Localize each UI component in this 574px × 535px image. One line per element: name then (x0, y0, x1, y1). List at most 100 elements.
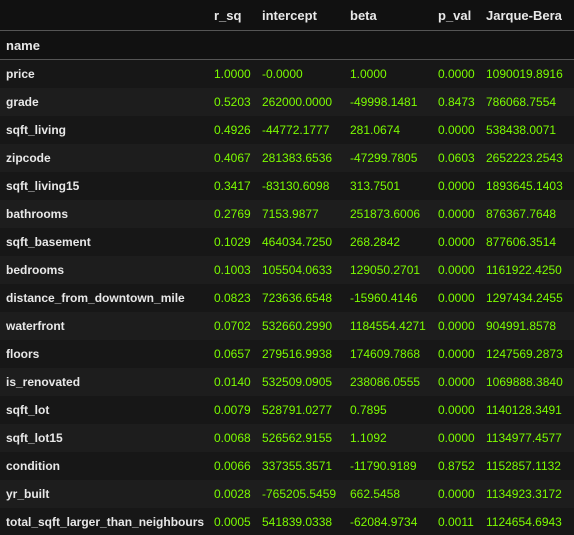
table-cell: 0.4067 (214, 150, 251, 165)
table-cell: 876367.7648 (486, 206, 557, 221)
table-row: yr_built 0.0028 -765205.5459 662.5458 0.0000… (0, 479, 574, 508)
table-cell: 0.8752 (438, 458, 475, 473)
table-cell: 262000.0000 (262, 94, 333, 109)
index-header-blank (434, 30, 482, 60)
table-cell: -47299.7805 (350, 150, 418, 165)
table-row: price 1.0000 -0.0000 1.0000 0.0000 1090019.89… (0, 59, 574, 88)
table-cell: -0.0000 (262, 66, 303, 81)
row-label: floors (6, 346, 40, 361)
table-cell: 0.0005 (214, 514, 251, 529)
row-label: bathrooms (6, 206, 69, 221)
table-cell: 0.0000 (438, 290, 475, 305)
index-header-blank (210, 30, 258, 60)
table-cell: 662.5458 (350, 486, 401, 501)
table-cell: 541839.0338 (262, 514, 333, 529)
table-cell: 0.1003 (214, 262, 251, 277)
table-cell: 0.0702 (214, 318, 251, 333)
column-header-jarque-bera: Jarque-Bera (482, 0, 574, 31)
table-cell: -44772.1777 (262, 122, 330, 137)
row-label: waterfront (6, 318, 65, 333)
table-row: total_sqft_larger_than_neighbours 0.0005 5… (0, 507, 574, 535)
table-row: distance_from_downtown_mile 0.0823 723636.… (0, 283, 574, 312)
table-row: floors 0.0657 279516.9938 174609.7868 0.0000… (0, 339, 574, 368)
table-row: bedrooms 0.1003 105504.0633 129050.2701 0.00… (0, 255, 574, 284)
table-cell: 2652223.2543 (486, 150, 563, 165)
table-cell: 1.0000 (350, 66, 387, 81)
index-header-blank (258, 30, 346, 60)
table-cell: 0.0000 (438, 430, 475, 445)
table-row: is_renovated 0.0140 532509.0905 238086.0555… (0, 367, 574, 396)
table-row: sqft_living15 0.3417 -83130.6098 313.7501 0.… (0, 171, 574, 200)
table-row: sqft_lot15 0.0068 526562.9155 1.1092 0.0000 1… (0, 423, 574, 452)
column-header-p-val: p_val (434, 0, 482, 31)
table-cell: 251873.6006 (350, 206, 421, 221)
table-row: bathrooms 0.2769 7153.9877 251873.6006 0.000… (0, 199, 574, 228)
column-header-r-sq: r_sq (210, 0, 258, 31)
table-cell: 464034.7250 (262, 234, 333, 249)
table-cell: 0.0000 (438, 346, 475, 361)
table-row: sqft_living 0.4926 -44772.1777 281.0674 0.00… (0, 115, 574, 144)
table-cell: 268.2842 (350, 234, 401, 249)
table-cell: 0.0000 (438, 66, 475, 81)
table-cell: 0.0823 (214, 290, 251, 305)
table-row: sqft_lot 0.0079 528791.0277 0.7895 0.0000 114… (0, 395, 574, 424)
table-cell: 0.0068 (214, 430, 251, 445)
row-label: sqft_basement (6, 234, 91, 249)
table-cell: 0.0140 (214, 374, 251, 389)
table-cell: 174609.7868 (350, 346, 421, 361)
table-cell: 1134977.4577 (486, 430, 562, 445)
table-cell: -15960.4146 (350, 290, 418, 305)
table-cell: 0.8473 (438, 94, 475, 109)
table-cell: -11790.9189 (350, 458, 417, 473)
table-row: waterfront 0.0702 532660.2990 1184554.4271 0… (0, 311, 574, 340)
row-label: distance_from_downtown_mile (6, 290, 185, 305)
row-label: total_sqft_larger_than_neighbours (6, 514, 205, 529)
table-row: sqft_basement 0.1029 464034.7250 268.2842 0.… (0, 227, 574, 256)
table-cell: 0.0011 (438, 514, 474, 529)
table-cell: 0.0000 (438, 206, 475, 221)
row-label: grade (6, 94, 39, 109)
table-cell: 0.0000 (438, 374, 475, 389)
table-cell: 1297434.2455 (486, 290, 563, 305)
table-cell: -62084.9734 (350, 514, 418, 529)
table-cell: 238086.0555 (350, 374, 421, 389)
table-cell: 528791.0277 (262, 402, 333, 417)
table-cell: 1090019.8916 (486, 66, 563, 81)
table-cell: 723636.6548 (262, 290, 333, 305)
row-label: sqft_living (6, 122, 67, 137)
table-cell: 526562.9155 (262, 430, 333, 445)
row-label: sqft_living15 (6, 178, 80, 193)
table-cell: 129050.2701 (350, 262, 421, 277)
table-cell: 0.2769 (214, 206, 251, 221)
table-cell: 877606.3514 (486, 234, 557, 249)
table-cell: 281383.6536 (262, 150, 333, 165)
table-cell: -49998.1481 (350, 94, 418, 109)
row-label: sqft_lot15 (6, 430, 63, 445)
table-cell: 0.0000 (438, 402, 475, 417)
table-cell: 532660.2990 (262, 318, 333, 333)
table-cell: 1134923.3172 (486, 486, 562, 501)
column-header-beta: beta (346, 0, 434, 31)
table-cell: 1.1092 (350, 430, 387, 445)
table-cell: 105504.0633 (262, 262, 333, 277)
table-cell: 1069888.3840 (486, 374, 563, 389)
table-cell: 0.0066 (214, 458, 251, 473)
table-cell: -765205.5459 (262, 486, 337, 501)
row-label: zipcode (6, 150, 51, 165)
table-cell: 0.0603 (438, 150, 475, 165)
index-header-blank (346, 30, 434, 60)
row-label: is_renovated (6, 374, 81, 389)
table-row: condition 0.0066 337355.3571 -11790.9189 0.8… (0, 451, 574, 480)
table-cell: 1161922.4250 (486, 262, 562, 277)
table-cell: 532509.0905 (262, 374, 333, 389)
table-cell: 1124654.6943 (486, 514, 562, 529)
table-cell: 786068.7554 (486, 94, 557, 109)
column-header-intercept: intercept (258, 0, 346, 31)
table-cell: 0.0000 (438, 122, 475, 137)
index-name-header: name (0, 30, 210, 60)
table-cell: 1184554.4271 (350, 318, 426, 333)
table-cell: 1893645.1403 (486, 178, 563, 193)
index-header-blank (482, 30, 574, 60)
